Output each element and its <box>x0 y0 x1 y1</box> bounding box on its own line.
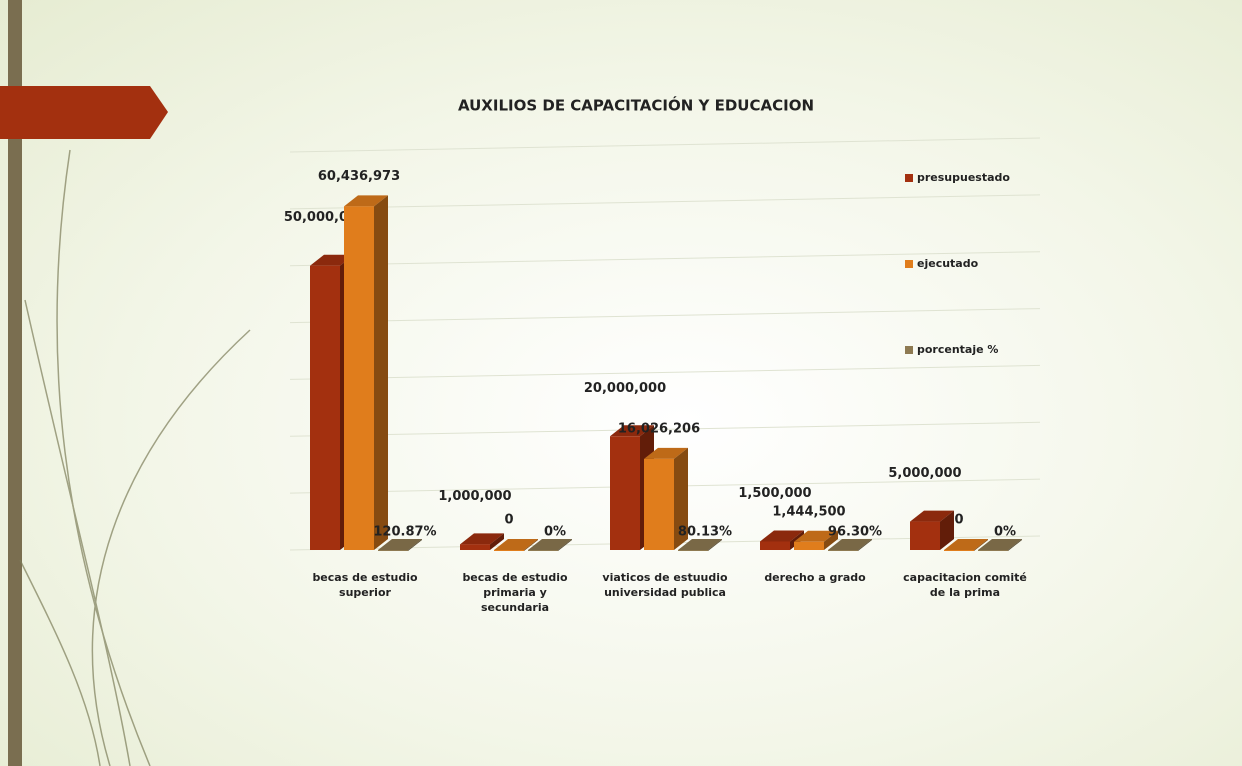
bar <box>944 550 974 551</box>
grid-line <box>289 364 1041 380</box>
bar <box>310 265 340 550</box>
bar-top <box>828 538 872 550</box>
value-label: 60,436,973 <box>318 169 400 184</box>
bar-side <box>858 538 872 551</box>
grid-line <box>289 251 1041 267</box>
bar-top <box>678 538 722 550</box>
legend-swatch <box>905 346 913 354</box>
bar <box>610 436 640 550</box>
bar-side <box>708 538 722 551</box>
bar-side <box>974 539 988 551</box>
bar <box>678 549 708 551</box>
bar-top <box>644 447 688 459</box>
bar-top <box>310 254 354 266</box>
bar <box>910 521 940 550</box>
legend-swatch <box>905 260 913 268</box>
bar <box>378 549 408 551</box>
bar-top <box>378 538 422 550</box>
bar-top <box>344 195 388 207</box>
bar <box>460 544 490 550</box>
bar-side <box>408 538 422 551</box>
bar <box>344 206 374 551</box>
bar <box>828 549 858 551</box>
bar <box>528 550 558 551</box>
bar-side <box>940 510 954 550</box>
bar <box>978 550 1008 551</box>
value-label: 0% <box>994 525 1016 540</box>
x-tick-label: viaticos de estuudio universidad publica <box>602 571 728 599</box>
grid-line <box>289 137 1041 153</box>
bar-top <box>794 530 838 542</box>
grid-line <box>289 421 1041 437</box>
legend-swatch <box>905 174 913 182</box>
decor-curves <box>19 149 251 766</box>
bar-side <box>524 539 538 551</box>
side-stripe <box>8 0 22 766</box>
bar-side <box>490 533 504 550</box>
value-label: 0% <box>544 525 566 540</box>
chart-title: AUXILIOS DE CAPACITACIÓN Y EDUCACION <box>458 96 814 115</box>
bar-side <box>674 447 688 550</box>
grid-line <box>289 194 1041 210</box>
x-tick-label: derecho a grado <box>764 571 866 584</box>
value-label: 120.87% <box>373 524 436 539</box>
bar <box>494 550 524 551</box>
bar-side <box>558 539 572 551</box>
bar-top <box>910 510 954 522</box>
bar <box>760 541 790 550</box>
grid-line <box>289 308 1041 324</box>
bar <box>794 541 824 550</box>
bar-top <box>494 539 538 550</box>
value-label: 1,000,000 <box>438 489 511 504</box>
x-tick-label: capacitacion comité de la prima <box>903 571 1027 599</box>
arrow-banner <box>0 86 168 139</box>
bar-top <box>460 533 504 545</box>
value-label: 5,000,000 <box>888 466 961 481</box>
bar-side <box>824 530 838 550</box>
value-label: 0 <box>954 513 963 528</box>
bar-top <box>944 539 988 550</box>
value-label: 1,444,500 <box>772 504 845 519</box>
bar-side <box>374 195 388 551</box>
bar-side <box>1008 539 1022 551</box>
value-label: 20,000,000 <box>584 381 666 396</box>
bar-top <box>978 539 1022 550</box>
value-label: 1,500,000 <box>738 486 811 501</box>
value-label: 96.30% <box>828 524 882 539</box>
bar-top <box>760 530 804 542</box>
x-tick-label: becas de estudio superior <box>312 571 418 599</box>
value-label: 0 <box>504 513 513 528</box>
legend-label: ejecutado <box>917 257 979 270</box>
legend-label: porcentaje % <box>917 343 998 356</box>
x-tick-label: becas de estudio primaria y secundaria <box>462 571 568 614</box>
bar-top <box>528 539 572 550</box>
legend-label: presupuestado <box>917 171 1010 184</box>
value-label: 80.13% <box>678 524 732 539</box>
bar <box>644 458 674 550</box>
bar-top <box>610 425 654 437</box>
value-label: 16,026,206 <box>618 421 700 436</box>
